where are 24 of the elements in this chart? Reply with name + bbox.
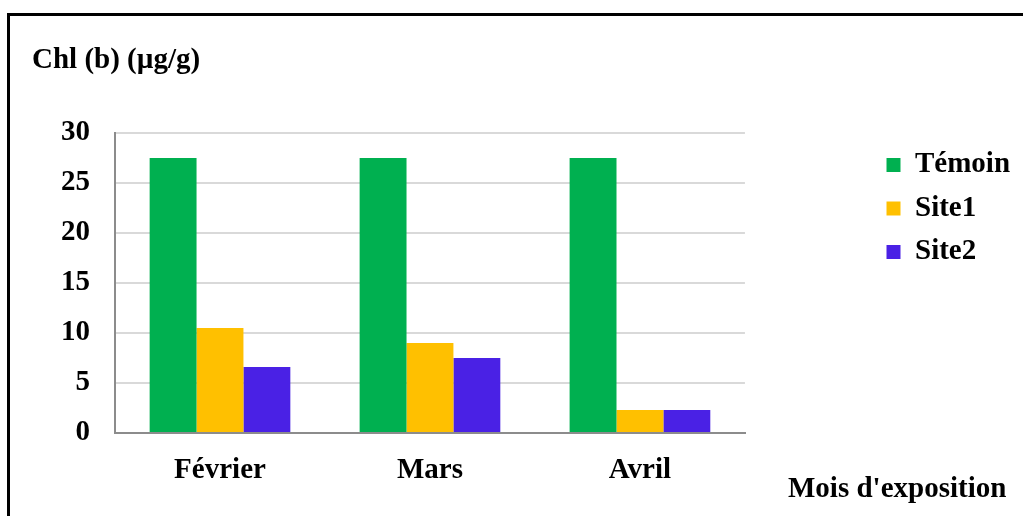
legend-label: Site2	[915, 233, 977, 266]
y-tick-label: 20	[61, 214, 90, 247]
legend-label: Témoin	[915, 146, 1011, 179]
bar	[663, 410, 711, 432]
bar	[196, 328, 244, 432]
y-tick-label: 5	[75, 364, 90, 397]
y-tick-label: 15	[61, 264, 90, 297]
y-tick-label: 30	[61, 114, 90, 147]
legend-label: Site1	[915, 189, 977, 222]
x-axis-title: Mois d'exposition	[788, 471, 1007, 503]
bar	[569, 158, 617, 432]
y-axis-title: Chl (b) (µg/g)	[32, 42, 201, 74]
bar	[149, 158, 197, 432]
y-tick-label: 0	[75, 414, 90, 447]
x-tick-label: Mars	[396, 451, 463, 484]
bar	[243, 367, 291, 432]
y-tick-label: 25	[61, 164, 90, 197]
bar	[406, 343, 454, 432]
bar	[616, 410, 664, 432]
x-tick-label: Avril	[608, 451, 672, 484]
x-tick-label: Février	[174, 451, 266, 484]
bar	[359, 158, 407, 432]
y-tick-label: 10	[61, 314, 90, 347]
bar	[453, 358, 501, 432]
